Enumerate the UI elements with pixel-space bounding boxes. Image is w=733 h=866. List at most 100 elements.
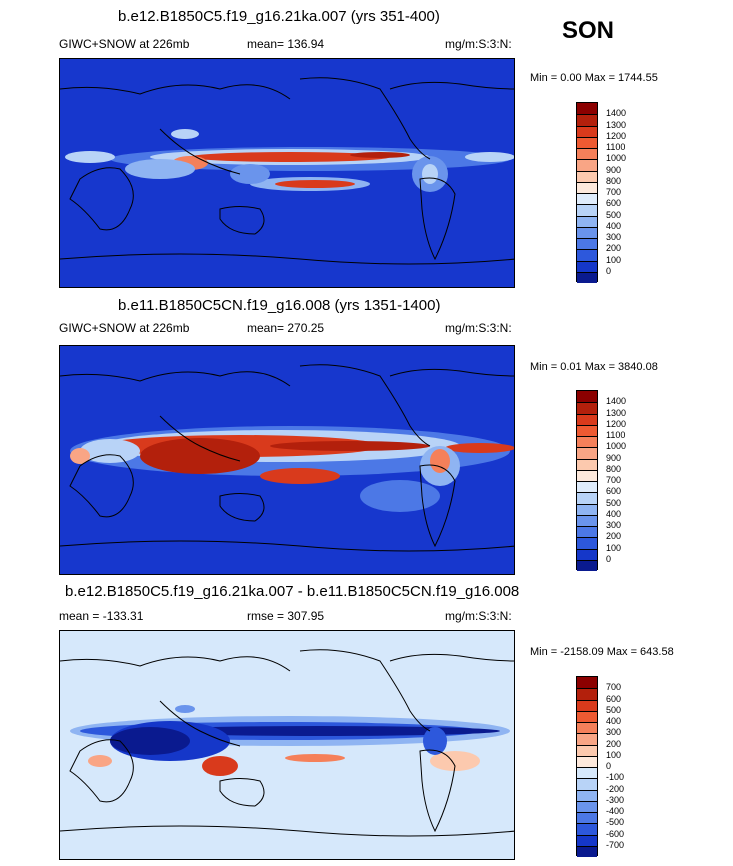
colorbar-swatch — [577, 548, 597, 560]
colorbar-tick-label: 500 — [606, 497, 622, 508]
colorbar-tick-label: 1400 — [606, 108, 627, 119]
panel-2-variable-label: GIWC+SNOW at 226mb — [59, 321, 190, 335]
colorbar-swatch — [577, 193, 597, 205]
colorbar-swatch — [577, 755, 597, 767]
colorbar-swatch — [577, 226, 597, 238]
colorbar-tick-label: 1200 — [606, 130, 627, 141]
colorbar-swatch — [577, 447, 597, 459]
panel-2-minmax: Min = 0.01 Max = 3840.08 — [530, 361, 658, 373]
panel-3-map — [59, 630, 515, 860]
panel-1-variable-label: GIWC+SNOW at 226mb — [59, 37, 190, 51]
panel-1-map — [59, 58, 515, 288]
colorbar-swatch — [577, 148, 597, 160]
colorbar-swatch — [577, 170, 597, 182]
colorbar-swatch — [577, 778, 597, 790]
colorbar-swatch — [577, 492, 597, 504]
colorbar-tick-label: 100 — [606, 542, 622, 553]
colorbar-swatch — [577, 215, 597, 227]
colorbar-tick-label: 400 — [606, 220, 622, 231]
panel-1-colorbar — [576, 102, 598, 283]
colorbar-tick-label: 1100 — [606, 430, 626, 440]
colorbar-tick-label: -500 — [606, 817, 625, 828]
colorbar-tick-label: 900 — [606, 164, 622, 175]
colorbar-swatch — [577, 413, 597, 425]
panel-2-colorbar — [576, 390, 598, 571]
colorbar-tick-label: 600 — [606, 693, 622, 704]
colorbar-swatch — [577, 424, 597, 436]
colorbar-tick-label: 0 — [606, 265, 612, 276]
colorbar-swatch — [577, 271, 597, 283]
panel-2-map — [59, 345, 515, 575]
colorbar-swatch — [577, 125, 597, 137]
colorbar-swatch — [577, 402, 597, 414]
colorbar-swatch — [577, 559, 597, 571]
colorbar-swatch — [577, 688, 597, 700]
colorbar-swatch — [577, 458, 597, 470]
colorbar-swatch — [577, 800, 597, 812]
colorbar-swatch — [577, 812, 597, 824]
colorbar-tick-label: -200 — [606, 783, 625, 794]
colorbar-tick-label: 300 — [606, 727, 622, 738]
colorbar-tick-label: 700 — [606, 682, 622, 693]
colorbar-swatch — [577, 103, 597, 115]
colorbar-tick-label: 800 — [606, 175, 622, 186]
panel-2-mean-label: mean= 270.25 — [247, 321, 325, 335]
colorbar-tick-label: 400 — [606, 508, 622, 519]
colorbar-tick-label: 200 — [606, 243, 622, 254]
panel-3-colorbar — [576, 676, 598, 857]
colorbar-tick-label: 300 — [606, 520, 622, 530]
colorbar-swatch — [577, 159, 597, 171]
colorbar-swatch — [577, 481, 597, 493]
colorbar-tick-label: 500 — [606, 209, 622, 220]
colorbar-swatch — [577, 514, 597, 526]
colorbar-swatch — [577, 699, 597, 711]
colorbar-swatch — [577, 744, 597, 756]
colorbar-swatch — [577, 114, 597, 126]
colorbar-swatch — [577, 249, 597, 261]
colorbar-tick-label: 800 — [606, 463, 622, 474]
colorbar-tick-label: 1300 — [606, 407, 627, 418]
colorbar-tick-label: 1400 — [606, 396, 627, 407]
colorbar-tick-label: 700 — [606, 475, 622, 485]
colorbar-swatch — [577, 181, 597, 193]
colorbar-tick-label: -700 — [606, 839, 625, 850]
colorbar-swatch — [577, 537, 597, 549]
colorbar-tick-label: 1300 — [606, 119, 627, 130]
colorbar-swatch — [577, 834, 597, 846]
colorbar-swatch — [577, 204, 597, 216]
colorbar-swatch — [577, 391, 597, 403]
colorbar-tick-label: -600 — [606, 828, 625, 839]
colorbar-tick-label: 0 — [606, 553, 612, 564]
colorbar-swatch — [577, 845, 597, 857]
colorbar-swatch — [577, 136, 597, 148]
colorbar-tick-label: 200 — [606, 738, 622, 749]
colorbar-swatch — [577, 722, 597, 734]
season-label: SON — [562, 17, 615, 44]
panel-3-title: b.e12.B1850C5.f19_g16.21ka.007 - b.e11.B… — [65, 583, 520, 600]
colorbar-tick-label: 100 — [606, 254, 622, 265]
panel-1-units-label: mg/m:S:3:N: — [445, 37, 512, 51]
colorbar-swatch — [577, 677, 597, 689]
colorbar-tick-label: 1000 — [606, 441, 627, 452]
colorbar-swatch — [577, 823, 597, 835]
colorbar-swatch — [577, 436, 597, 448]
colorbar-swatch — [577, 526, 597, 538]
colorbar-tick-label: 500 — [606, 704, 622, 715]
panel-3-mean-label: mean = -133.31 — [59, 609, 144, 623]
colorbar-tick-label: 1000 — [606, 153, 627, 164]
colorbar-swatch — [577, 260, 597, 272]
colorbar-tick-label: 600 — [606, 198, 622, 209]
colorbar-swatch — [577, 238, 597, 250]
colorbar-swatch — [577, 469, 597, 481]
colorbar-tick-label: 0 — [606, 761, 612, 771]
colorbar-swatch — [577, 503, 597, 515]
colorbar-tick-label: -100 — [606, 772, 625, 783]
colorbar-tick-label: 400 — [606, 716, 622, 726]
colorbar-tick-label: 700 — [606, 187, 622, 197]
colorbar-tick-label: -300 — [606, 794, 625, 805]
panel-1-minmax: Min = 0.00 Max = 1744.55 — [530, 72, 658, 84]
panel-3-minmax: Min = -2158.09 Max = 643.58 — [530, 646, 674, 658]
colorbar-tick-label: 1100 — [606, 142, 626, 152]
colorbar-swatch — [577, 767, 597, 779]
panel-3-units-label: mg/m:S:3:N: — [445, 609, 512, 623]
